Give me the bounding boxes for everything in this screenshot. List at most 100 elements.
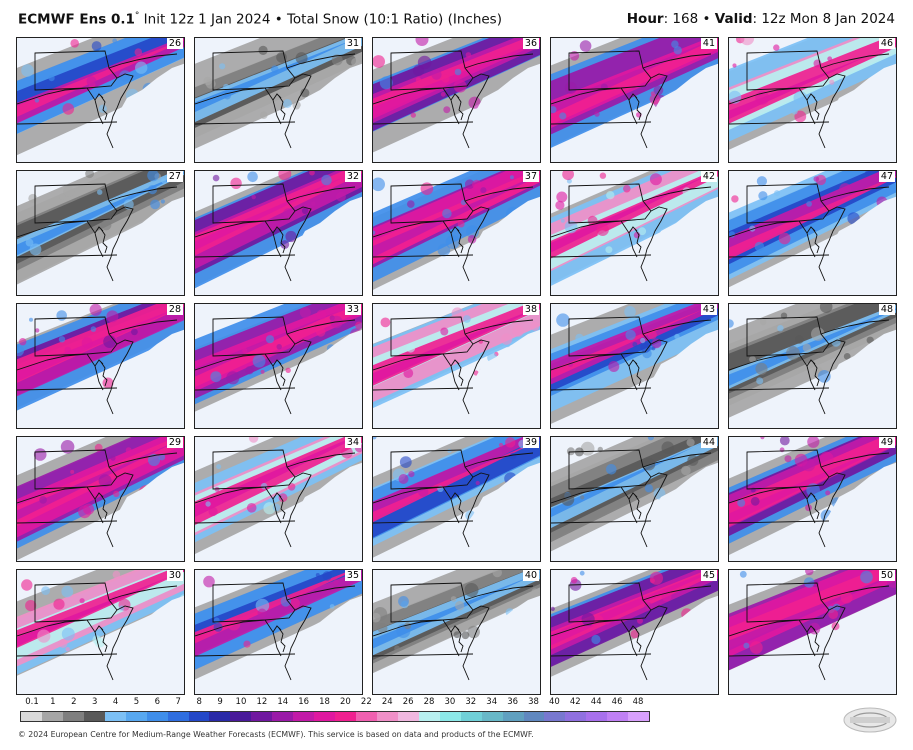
colorbar-tick-label: 12	[256, 697, 268, 707]
colorbar-swatch	[418, 712, 440, 721]
member-number: 50	[878, 570, 895, 581]
colorbar-swatch	[167, 712, 189, 721]
ensemble-member-panel: 47	[728, 170, 897, 296]
colorbar-swatch	[460, 712, 482, 721]
member-number: 32	[344, 171, 361, 182]
colorbar-swatch	[251, 712, 273, 721]
colorbar-tick-label: 48	[632, 697, 644, 707]
colorbar-ticks: 0.1 1 2 3 4 5 6 7 8 9 10 12 14 16 18 20 22 24 26 28 30 32 34 36…	[20, 697, 650, 709]
colorbar-tick-label: 10	[235, 697, 247, 707]
member-number: 49	[878, 437, 895, 448]
colorbar-swatch	[481, 712, 503, 721]
ensemble-member-panel: 50	[728, 569, 897, 695]
colorbar-tick-label: 44	[590, 697, 602, 707]
colorbar-swatch	[146, 712, 168, 721]
member-number: 34	[344, 437, 361, 448]
ensemble-member-panel: 32	[194, 170, 363, 296]
member-number: 28	[166, 304, 183, 315]
colorbar-tick-label: 2	[71, 697, 77, 707]
ensemble-member-panel: 35	[194, 569, 363, 695]
member-number: 39	[522, 437, 539, 448]
colorbar-tick-label: 3	[91, 697, 98, 707]
colorbar-swatch	[41, 712, 63, 721]
colorbar-swatch	[607, 712, 629, 721]
colorbar-tick-label: 22	[360, 697, 372, 707]
member-number: 35	[344, 570, 361, 581]
colorbar-tick-label: 36	[507, 697, 519, 707]
ensemble-member-panel: 37	[372, 170, 541, 296]
colorbar-tick-label: 30	[444, 697, 456, 707]
colorbar-swatch	[523, 712, 545, 721]
ensemble-member-panel: 31	[194, 37, 363, 163]
member-number: 31	[344, 38, 361, 49]
colorbar-swatch	[628, 712, 650, 721]
colorbar-tick-label: 40	[548, 697, 560, 707]
colorbar-tick-label: 24	[381, 697, 393, 707]
colorbar-tick-label: 34	[486, 697, 498, 707]
member-number: 29	[166, 437, 183, 448]
member-number: 26	[166, 38, 183, 49]
ensemble-member-panel: 49	[728, 436, 897, 562]
colorbar-swatch	[293, 712, 315, 721]
colorbar-tick-label: 6	[154, 697, 161, 707]
hour-value: : 168 •	[663, 11, 715, 27]
member-number: 30	[166, 570, 183, 581]
colorbar-swatch	[502, 712, 524, 721]
member-number: 47	[878, 171, 895, 182]
colorbar-tick-label: 8	[196, 697, 202, 707]
ensemble-panel-grid: 26 31 36 41 46 27 32 37 42 47 28 33 38 43 48 29 34 39 44 49…	[16, 37, 897, 697]
valid-label: Valid	[714, 11, 753, 27]
colorbar-swatch	[565, 712, 587, 721]
valid-value: : 12z Mon 8 Jan 2024	[752, 11, 896, 27]
colorbar-swatch	[21, 712, 42, 721]
ensemble-member-panel: 46	[728, 37, 897, 163]
ensemble-member-panel: 40	[372, 569, 541, 695]
colorbar-tick-label: 38	[528, 697, 539, 707]
footer-copyright: © 2024 European Centre for Medium-Range …	[18, 730, 534, 739]
ensemble-member-panel: 27	[16, 170, 185, 296]
member-number: 37	[522, 171, 539, 182]
member-number: 48	[878, 304, 895, 315]
ensemble-member-panel: 42	[550, 170, 719, 296]
colorbar-tick-label: 1	[50, 697, 56, 707]
init-text: Init 12z 1 Jan 2024 • Total Snow (10:1 R…	[139, 11, 502, 28]
colorbar-swatch	[230, 712, 252, 721]
valid-time: Hour: 168 • Valid: 12z Mon 8 Jan 2024	[627, 11, 895, 27]
colorbar-swatch	[335, 712, 356, 721]
member-number: 43	[700, 304, 717, 315]
ensemble-member-panel: 38	[372, 303, 541, 429]
member-number: 42	[700, 171, 717, 182]
colorbar-tick-label: 9	[217, 697, 223, 707]
member-number: 44	[700, 437, 717, 448]
colorbar-swatch	[314, 712, 336, 721]
colorbar-tick-label: 0.1	[25, 697, 39, 707]
colorbar-swatch	[62, 712, 84, 721]
member-number: 27	[166, 171, 183, 182]
ensemble-member-panel: 36	[372, 37, 541, 163]
model-name: ECMWF Ens 0.1	[18, 11, 135, 28]
colorbar-tick-label: 18	[319, 697, 330, 707]
colorbar	[20, 711, 650, 722]
ensemble-member-panel: 28	[16, 303, 185, 429]
colorbar-tick-label: 32	[465, 697, 477, 707]
ensemble-member-panel: 33	[194, 303, 363, 429]
colorbar-swatch	[272, 712, 294, 721]
ensemble-member-panel: 44	[550, 436, 719, 562]
colorbar-tick-label: 42	[569, 697, 581, 707]
member-number: 41	[700, 38, 717, 49]
map-title: ECMWF Ens 0.1° Init 12z 1 Jan 2024 • Tot…	[18, 11, 502, 28]
colorbar-swatch	[104, 712, 126, 721]
ensemble-member-panel: 41	[550, 37, 719, 163]
ensemble-member-panel: 48	[728, 303, 897, 429]
colorbar-tick-label: 28	[423, 697, 435, 707]
ensemble-member-panel: 29	[16, 436, 185, 562]
colorbar-tick-label: 14	[277, 697, 289, 707]
member-number: 33	[344, 304, 361, 315]
colorbar-swatch	[188, 712, 210, 721]
colorbar-tick-label: 46	[611, 697, 623, 707]
ensemble-member-panel: 45	[550, 569, 719, 695]
header: ECMWF Ens 0.1° Init 12z 1 Jan 2024 • Tot…	[0, 0, 913, 34]
member-number: 45	[700, 570, 717, 581]
colorbar-swatch	[209, 712, 231, 721]
colorbar-tick-label: 5	[133, 697, 140, 707]
